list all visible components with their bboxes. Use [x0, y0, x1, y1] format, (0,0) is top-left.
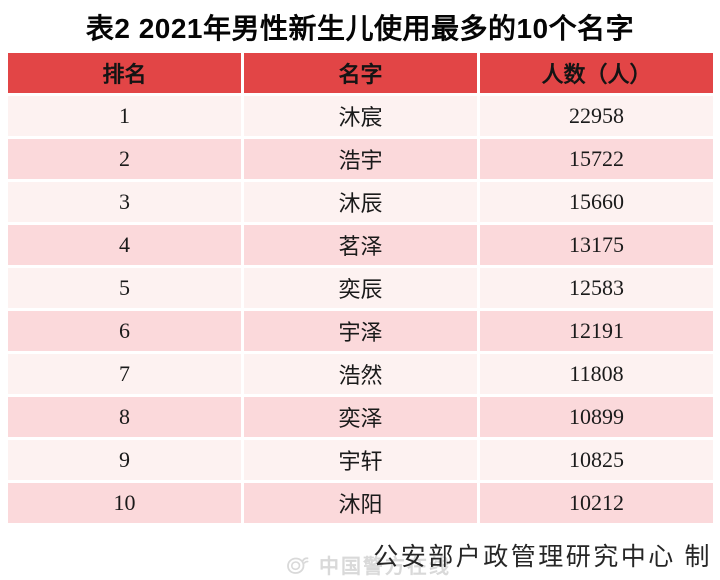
table-row: 6 宇泽 12191 — [8, 311, 713, 351]
name-cell: 宇泽 — [244, 311, 477, 351]
count-cell: 10899 — [480, 397, 713, 437]
table-row: 10 沐阳 10212 — [8, 483, 713, 523]
rank-cell: 6 — [8, 311, 241, 351]
rank-cell: 8 — [8, 397, 241, 437]
header-name: 名字 — [244, 53, 477, 93]
name-cell: 沐宸 — [244, 96, 477, 136]
table-header-row: 排名 名字 人数（人） — [8, 53, 713, 93]
name-cell: 奕辰 — [244, 268, 477, 308]
count-cell: 22958 — [480, 96, 713, 136]
table-row: 5 奕辰 12583 — [8, 268, 713, 308]
rank-cell: 1 — [8, 96, 241, 136]
name-cell: 沐阳 — [244, 483, 477, 523]
credit-text: 公安部户政管理研究中心 制 — [373, 544, 712, 571]
weibo-spiral-icon — [285, 553, 313, 577]
name-cell: 浩宇 — [244, 139, 477, 179]
watermark-text: 中国警方在线 — [319, 556, 451, 578]
rank-cell: 7 — [8, 354, 241, 394]
count-cell: 10212 — [480, 483, 713, 523]
names-table: 排名 名字 人数（人） 1 沐宸 22958 2 浩宇 15722 3 沐辰 1… — [8, 53, 713, 523]
table-row: 4 茗泽 13175 — [8, 225, 713, 265]
rank-cell: 10 — [8, 483, 241, 523]
count-cell: 13175 — [480, 225, 713, 265]
count-cell: 10825 — [480, 440, 713, 480]
count-cell: 11808 — [480, 354, 713, 394]
name-cell: 宇轩 — [244, 440, 477, 480]
name-cell: 浩然 — [244, 354, 477, 394]
rank-cell: 3 — [8, 182, 241, 222]
name-cell: 沐辰 — [244, 182, 477, 222]
table-title: 表2 2021年男性新生儿使用最多的10个名字 — [85, 13, 635, 44]
count-cell: 12191 — [480, 311, 713, 351]
header-count: 人数（人） — [480, 53, 713, 93]
table-row: 1 沐宸 22958 — [8, 96, 713, 136]
table-row: 3 沐辰 15660 — [8, 182, 713, 222]
table-row: 2 浩宇 15722 — [8, 139, 713, 179]
table-row: 7 浩然 11808 — [8, 354, 713, 394]
rank-cell: 4 — [8, 225, 241, 265]
count-cell: 12583 — [480, 268, 713, 308]
watermark: 中国警方在线 — [285, 550, 451, 579]
rank-cell: 2 — [8, 139, 241, 179]
header-rank: 排名 — [8, 53, 241, 93]
count-cell: 15660 — [480, 182, 713, 222]
table-row: 9 宇轩 10825 — [8, 440, 713, 480]
count-cell: 15722 — [480, 139, 713, 179]
rank-cell: 9 — [8, 440, 241, 480]
name-cell: 奕泽 — [244, 397, 477, 437]
table-row: 8 奕泽 10899 — [8, 397, 713, 437]
rank-cell: 5 — [8, 268, 241, 308]
name-cell: 茗泽 — [244, 225, 477, 265]
